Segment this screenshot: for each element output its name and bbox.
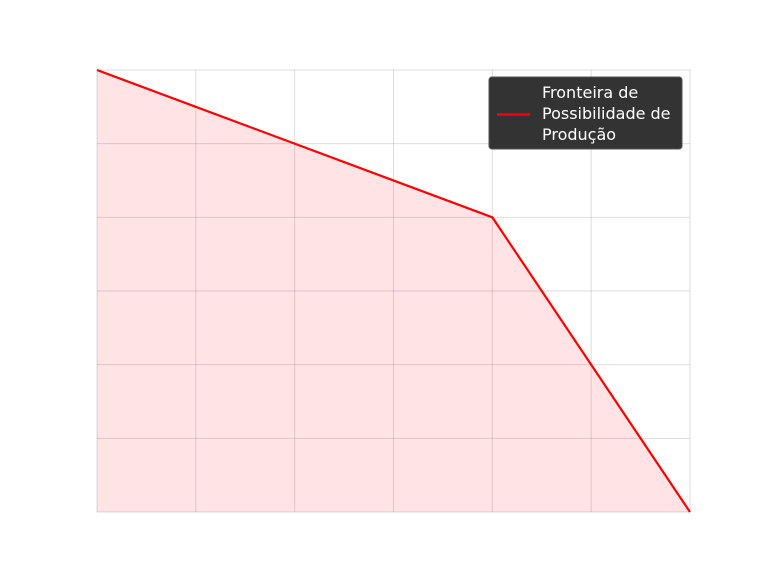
- legend-label-line-3: Produção: [542, 125, 616, 144]
- legend-box: [488, 76, 683, 150]
- legend-label-line-2: Possibilidade de: [542, 104, 671, 123]
- grid-layer: [96, 69, 691, 513]
- area-fill-layer: [97, 70, 690, 512]
- series-line-layer: [96, 68, 691, 513]
- series-line: [96, 68, 691, 513]
- legend: Fronteira de Possibilidade de Produção: [488, 76, 683, 150]
- legend-label-line-1: Fronteira de: [542, 83, 638, 102]
- series-area-fill: [97, 70, 690, 512]
